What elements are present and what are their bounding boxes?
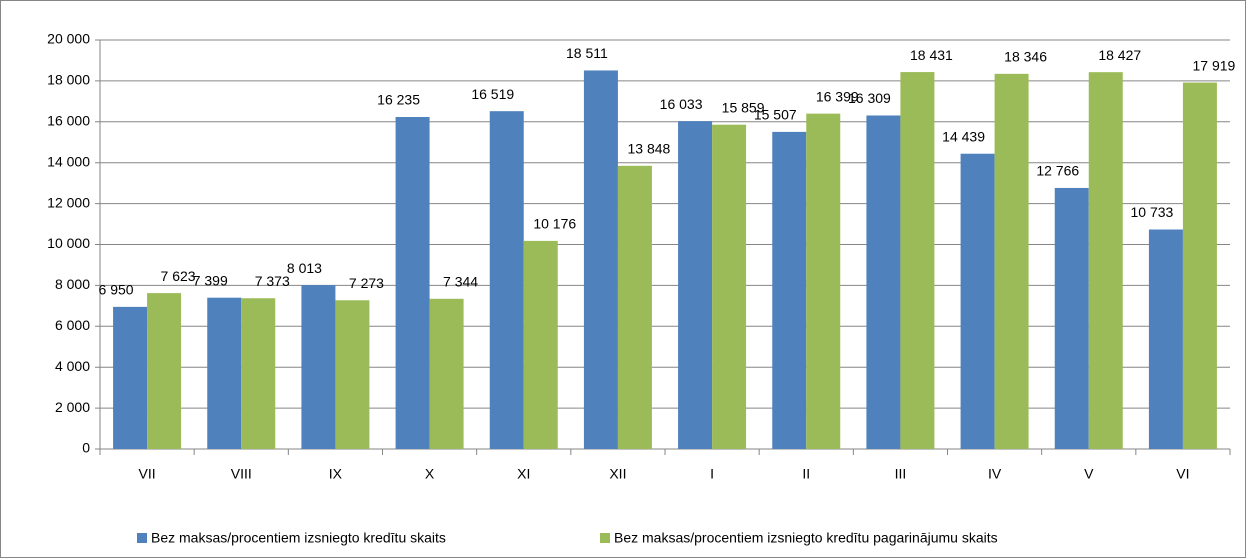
bar bbox=[489, 111, 524, 449]
bar bbox=[678, 121, 713, 449]
data-label: 18 431 bbox=[910, 47, 953, 63]
bar bbox=[395, 116, 430, 449]
bar bbox=[147, 293, 182, 449]
y-tick-label: 12 000 bbox=[47, 194, 90, 210]
y-tick-label: 16 000 bbox=[47, 113, 90, 129]
y-tick-label: 20 000 bbox=[47, 31, 90, 47]
legend-swatch bbox=[137, 533, 147, 543]
bar bbox=[1054, 187, 1089, 449]
data-label: 7 273 bbox=[349, 275, 384, 291]
data-label: 15 859 bbox=[722, 99, 765, 115]
data-label: 15 507 bbox=[754, 107, 797, 123]
y-tick-label: 18 000 bbox=[47, 72, 90, 88]
bar bbox=[207, 297, 242, 449]
data-label: 18 511 bbox=[566, 45, 608, 61]
x-tick-label: VI bbox=[1176, 466, 1189, 482]
x-tick-label: IV bbox=[988, 466, 1002, 482]
bar bbox=[1148, 229, 1183, 449]
bar bbox=[1088, 72, 1123, 449]
bar bbox=[301, 285, 336, 449]
x-tick-label: XII bbox=[609, 466, 626, 482]
bar bbox=[241, 298, 276, 449]
bar bbox=[1182, 82, 1217, 449]
legend-swatch bbox=[600, 533, 610, 543]
x-tick-label: XI bbox=[517, 466, 530, 482]
y-tick-label: 14 000 bbox=[47, 153, 90, 169]
bar bbox=[583, 70, 618, 450]
bar bbox=[772, 131, 807, 450]
data-label: 18 427 bbox=[1098, 47, 1141, 63]
data-label: 13 848 bbox=[628, 141, 671, 157]
data-label: 16 399 bbox=[816, 88, 859, 104]
bar bbox=[900, 72, 935, 449]
x-tick-label: VII bbox=[139, 466, 156, 482]
y-tick-label: 4 000 bbox=[55, 358, 90, 374]
data-label: 12 766 bbox=[1036, 163, 1079, 179]
legend-label: Bez maksas/procentiem izsniegto kredītu … bbox=[151, 530, 446, 546]
bar bbox=[335, 300, 370, 449]
data-label: 7 344 bbox=[443, 274, 478, 290]
data-label: 7 399 bbox=[193, 272, 228, 288]
bar bbox=[994, 73, 1029, 449]
data-label: 16 033 bbox=[660, 96, 703, 112]
data-label: 18 346 bbox=[1004, 49, 1047, 65]
bar bbox=[712, 124, 747, 450]
legend-label: Bez maksas/procentiem izsniegto kredītu … bbox=[614, 530, 998, 546]
y-tick-label: 2 000 bbox=[55, 399, 90, 415]
bar bbox=[617, 165, 652, 449]
data-label: 8 013 bbox=[287, 260, 322, 276]
data-label: 16 519 bbox=[471, 86, 514, 102]
bar bbox=[960, 153, 995, 449]
bar bbox=[113, 306, 148, 449]
data-label: 16 309 bbox=[848, 90, 891, 106]
data-label: 6 950 bbox=[99, 282, 134, 298]
bar bbox=[806, 113, 841, 450]
data-label: 7 373 bbox=[255, 273, 290, 289]
data-label: 10 733 bbox=[1131, 204, 1174, 220]
x-tick-label: V bbox=[1084, 466, 1094, 482]
x-tick-label: III bbox=[895, 466, 907, 482]
data-label: 16 235 bbox=[377, 92, 420, 108]
x-tick-label: I bbox=[710, 466, 714, 482]
y-tick-label: 10 000 bbox=[47, 235, 90, 251]
y-tick-label: 0 bbox=[82, 440, 90, 456]
data-label: 14 439 bbox=[942, 128, 985, 144]
bar bbox=[523, 240, 558, 449]
bar bbox=[429, 298, 464, 449]
data-label: 7 623 bbox=[161, 268, 196, 284]
y-tick-label: 6 000 bbox=[55, 317, 90, 333]
data-label: 17 919 bbox=[1193, 57, 1236, 73]
y-tick-label: 8 000 bbox=[55, 276, 90, 292]
x-tick-label: II bbox=[802, 466, 810, 482]
x-tick-label: VIII bbox=[231, 466, 252, 482]
x-tick-label: IX bbox=[329, 466, 343, 482]
data-label: 10 176 bbox=[533, 216, 576, 232]
x-tick-label: X bbox=[425, 466, 435, 482]
bar bbox=[866, 115, 901, 449]
